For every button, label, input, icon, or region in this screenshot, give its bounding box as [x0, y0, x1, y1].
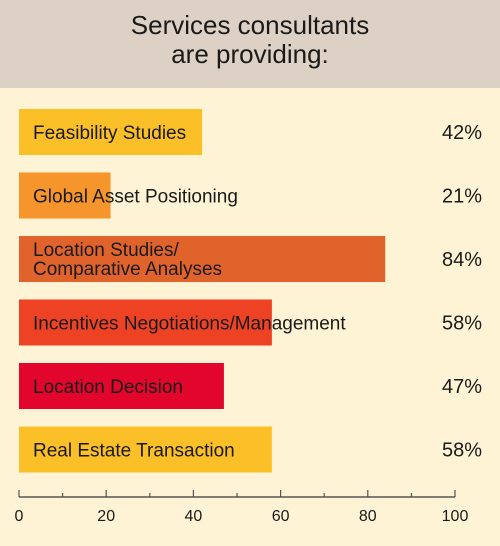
bar-label-3: Incentives Negotiations/Management [33, 314, 346, 335]
value-label-2: 84% [442, 249, 482, 271]
value-label-5: 58% [442, 440, 482, 462]
x-tick-label-100: 100 [442, 508, 469, 525]
chart-title-line-1: Services consultants [130, 10, 370, 40]
bar-label-0: Feasibility Studies [33, 123, 186, 144]
x-tick-label-20: 20 [97, 508, 115, 525]
bar-label-5: Real Estate Transaction [33, 441, 235, 462]
value-label-1: 21% [442, 186, 482, 208]
chart-title-line-2: are providing: [171, 39, 329, 69]
value-label-3: 58% [442, 313, 482, 335]
x-tick-label-40: 40 [185, 508, 203, 525]
x-tick-label-0: 0 [15, 508, 24, 525]
bar-label-1: Global Asset Positioning [33, 187, 238, 208]
bar-label-2: Location Studies/Comparative Analyses [33, 240, 222, 280]
value-label-0: 42% [442, 122, 482, 144]
bar-1 [19, 172, 111, 219]
chart-title: Services consultants are providing: [0, 0, 500, 88]
bar-4 [19, 363, 224, 409]
value-label-4: 47% [442, 376, 482, 398]
x-tick-label-60: 60 [272, 508, 290, 525]
x-tick-label-80: 80 [359, 508, 377, 525]
bar-3 [19, 299, 272, 346]
bar-2 [19, 236, 386, 282]
bar-0 [19, 109, 203, 155]
bar-5 [19, 426, 272, 473]
bar-label-4: Location Decision [33, 377, 183, 398]
